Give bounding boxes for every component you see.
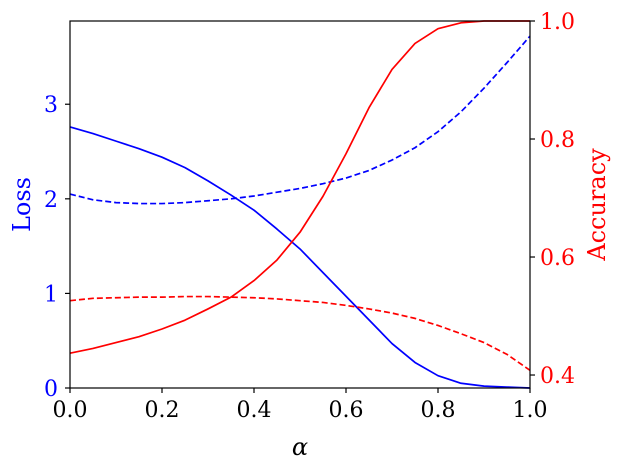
x-tick-label: 0.8: [421, 398, 456, 423]
y-left-axis-title: Loss: [8, 177, 36, 232]
y-left-tick-label: 1: [44, 282, 58, 307]
y-left-tick-label: 0: [44, 377, 58, 402]
series-layer: [69, 20, 531, 389]
x-tick-label: 0.6: [329, 398, 364, 423]
x-tick-label: 0.2: [145, 398, 180, 423]
y-right-axis-title: Accuracy: [583, 148, 611, 262]
axes-layer: [65, 20, 535, 393]
series-right-dashed-line: [69, 295, 531, 371]
y-right-tick-label: 0.6: [540, 246, 575, 271]
x-tick-label: 0.4: [237, 398, 272, 423]
x-axis-title: α: [292, 433, 308, 461]
x-tick-label: 0.0: [53, 398, 88, 423]
series-right-solid-line: [69, 20, 530, 355]
series-left-dashed-line: [69, 35, 531, 205]
labels-layer: 0.0 0.2 0.4 0.6 0.8 1.0 0 1 2 3 0.4 0.6 0.8 1.0 α Loss A…: [8, 10, 611, 461]
series-left-solid-line: [69, 126, 531, 389]
x-tick-label: 1.0: [513, 398, 548, 423]
y-left-tick-label: 3: [44, 93, 58, 118]
plot-frame: [69, 20, 531, 389]
y-right-tick-label: 0.8: [540, 128, 575, 153]
y-left-tick-label: 2: [44, 188, 58, 213]
y-right-tick-label: 0.4: [540, 364, 575, 389]
y-right-tick-label: 1.0: [540, 10, 575, 35]
